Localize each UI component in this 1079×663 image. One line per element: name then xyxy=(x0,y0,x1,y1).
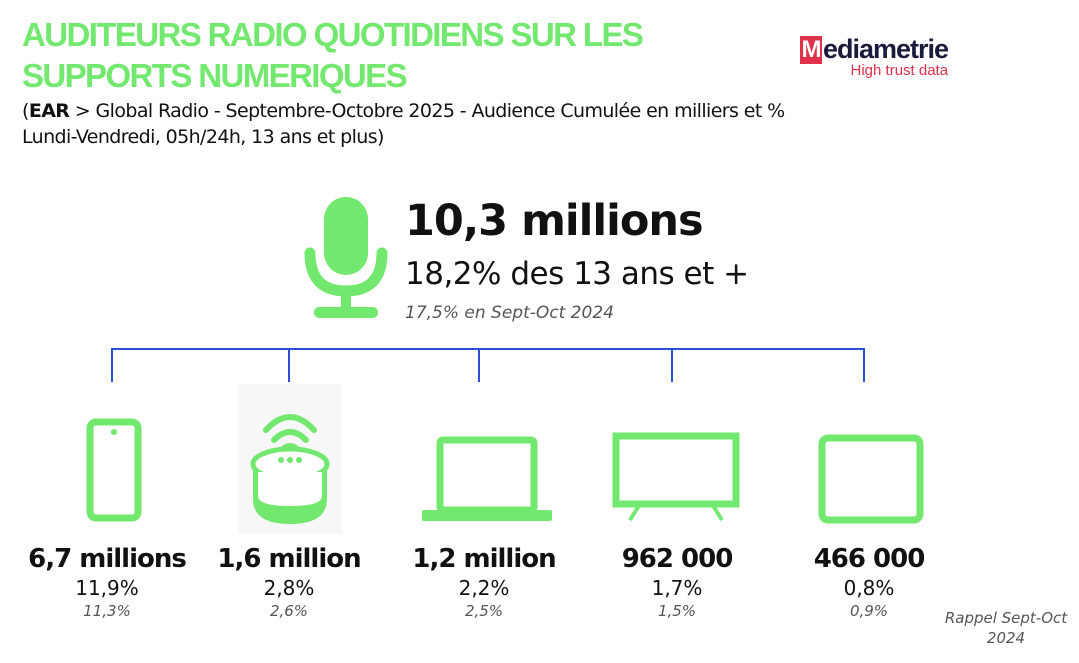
device-stat-tablet: 466 000 0,8% 0,9% xyxy=(813,544,926,620)
device-stat-tv: 962 000 1,7% 1,5% xyxy=(621,544,734,620)
tv-icon xyxy=(612,432,740,522)
smart-speaker-icon xyxy=(250,414,330,524)
page-title: AUDITEURS RADIO QUOTIDIENS SUR LES SUPPO… xyxy=(22,16,644,94)
device-stat-smart-speaker: 1,6 million 2,8% 2,6% xyxy=(217,544,361,620)
device-stat-laptop: 1,2 million 2,2% 2,5% xyxy=(412,544,556,620)
smart-speaker-tile xyxy=(238,384,342,534)
total-previous: 17,5% en Sept-Oct 2024 xyxy=(405,303,614,323)
tablet-icon xyxy=(818,434,924,524)
total-listeners: 10,3 millions xyxy=(405,196,704,246)
device-stat-smartphone: 6,7 millions 11,9% 11,3% xyxy=(28,544,187,620)
footnote: Rappel Sept-Oct 2024 xyxy=(944,609,1068,647)
laptop-icon xyxy=(422,436,552,521)
total-share: 18,2% des 13 ans et + xyxy=(405,256,749,292)
microphone-icon xyxy=(304,197,388,318)
smartphone-icon xyxy=(86,418,142,522)
subtitle: (EAR > Global Radio - Septembre-Octobre … xyxy=(22,100,785,148)
connector-bracket xyxy=(111,348,865,382)
